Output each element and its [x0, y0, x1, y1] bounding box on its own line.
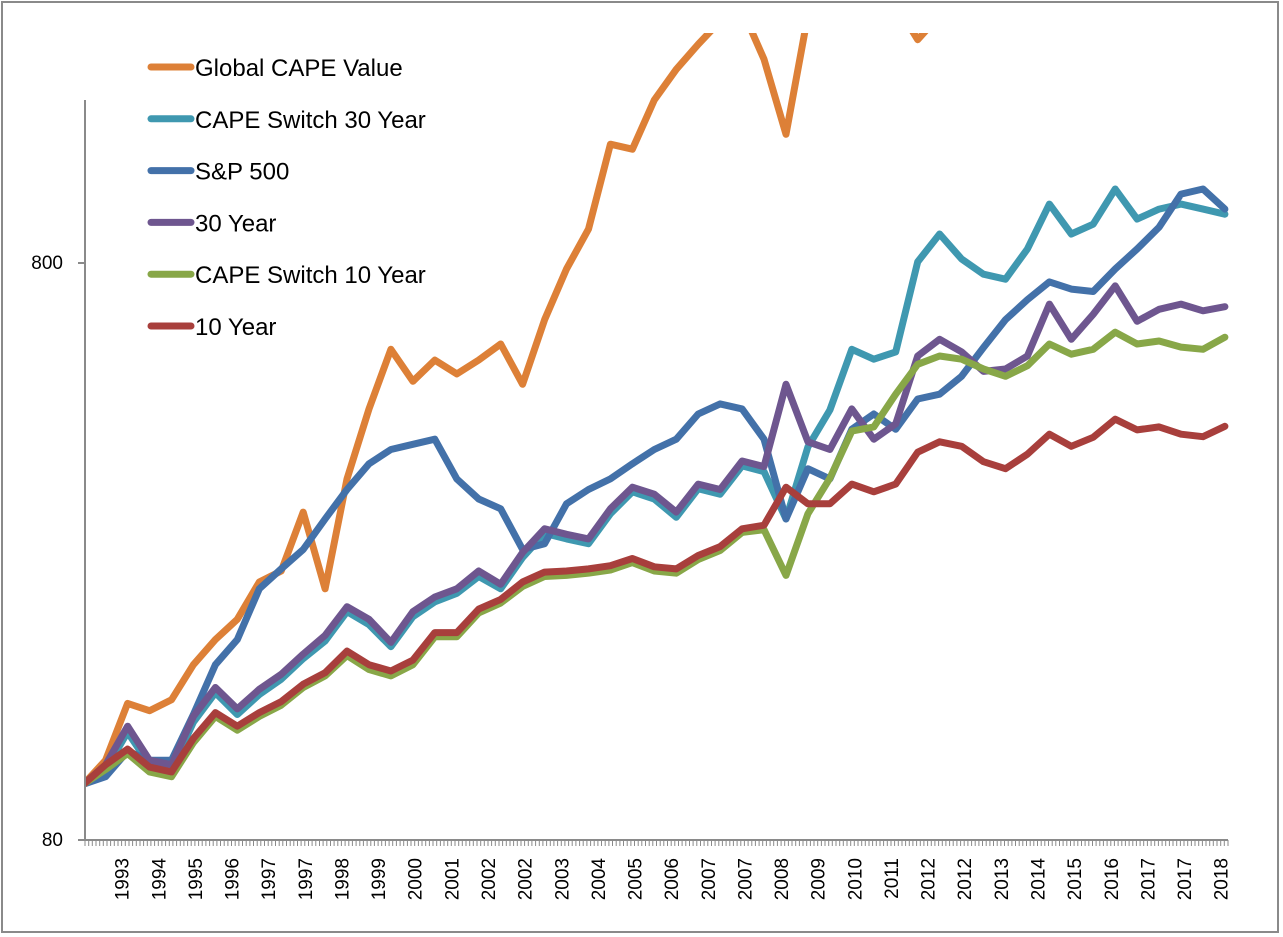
- axes: 80 800 1993 1994 1995 1996 1997 1997 1998 1999 200…: [31, 100, 1233, 901]
- x-tick-label: 2010: [845, 858, 866, 900]
- x-tick-label: 2003: [552, 858, 573, 900]
- x-tick-label: 1999: [369, 858, 390, 900]
- x-tick-label: 2012: [919, 858, 940, 900]
- legend-label: 10 Year: [195, 314, 276, 341]
- legend-item: 30 Year: [147, 210, 276, 237]
- series-line-cape-switch-30-year: [85, 185, 1229, 788]
- legend: Global CAPE Value CAPE Switch 30 Year S&P …: [147, 55, 426, 341]
- series-layer: [85, 33, 1229, 788]
- x-tick-label: 2000: [406, 858, 427, 900]
- x-tick-label: 2004: [589, 858, 610, 901]
- x-tick-label: 2002: [479, 858, 500, 900]
- x-tick-label: 2005: [626, 858, 647, 900]
- legend-item: Global CAPE Value: [147, 55, 403, 82]
- legend-item: CAPE Switch 10 Year: [147, 262, 426, 289]
- x-tick-label: 2009: [809, 858, 830, 900]
- x-tick-label: 2015: [1065, 858, 1086, 900]
- y-tick-label: 80: [42, 830, 63, 851]
- x-tick-label: 2007: [699, 858, 720, 900]
- x-tick-label: 1997: [259, 858, 280, 900]
- legend-item: S&P 500: [147, 159, 289, 186]
- y-tick-label: 800: [31, 253, 63, 274]
- legend-label: CAPE Switch 30 Year: [195, 107, 426, 134]
- x-axis-ticks: [84, 840, 1229, 846]
- x-tick-label: 2006: [662, 858, 683, 900]
- x-tick-label: 2007: [735, 858, 756, 900]
- x-tick-label: 2016: [1102, 858, 1123, 900]
- series-line-s-p-500: [85, 185, 1229, 788]
- x-tick-label: 2012: [955, 858, 976, 900]
- legend-item: CAPE Switch 30 Year: [147, 107, 426, 134]
- legend-label: 30 Year: [195, 210, 276, 237]
- x-tick-label: 2017: [1138, 858, 1159, 900]
- x-tick-label: 2002: [516, 858, 537, 900]
- series-line-30-year: [85, 282, 1229, 788]
- x-tick-label: 2014: [1029, 858, 1050, 901]
- x-tick-label: 1996: [223, 858, 244, 900]
- x-tick-label: 2001: [442, 858, 463, 900]
- x-tick-label: 2011: [882, 858, 903, 899]
- x-tick-label: 2018: [1212, 858, 1233, 900]
- legend-label: Global CAPE Value: [195, 55, 403, 82]
- x-tick-label: 1997: [296, 858, 317, 900]
- x-tick-label: 1995: [186, 858, 207, 900]
- x-tick-label: 1993: [113, 858, 134, 900]
- legend-label: CAPE Switch 10 Year: [195, 262, 426, 289]
- x-tick-label: 2013: [992, 858, 1013, 900]
- series-line-10-year: [85, 415, 1229, 788]
- x-tick-label: 2008: [772, 858, 793, 900]
- x-tick-label: 1998: [332, 858, 353, 900]
- legend-item: 10 Year: [147, 314, 276, 341]
- x-tick-label: 2017: [1175, 858, 1196, 900]
- x-tick-label: 1994: [149, 858, 170, 901]
- legend-label: S&P 500: [195, 159, 289, 186]
